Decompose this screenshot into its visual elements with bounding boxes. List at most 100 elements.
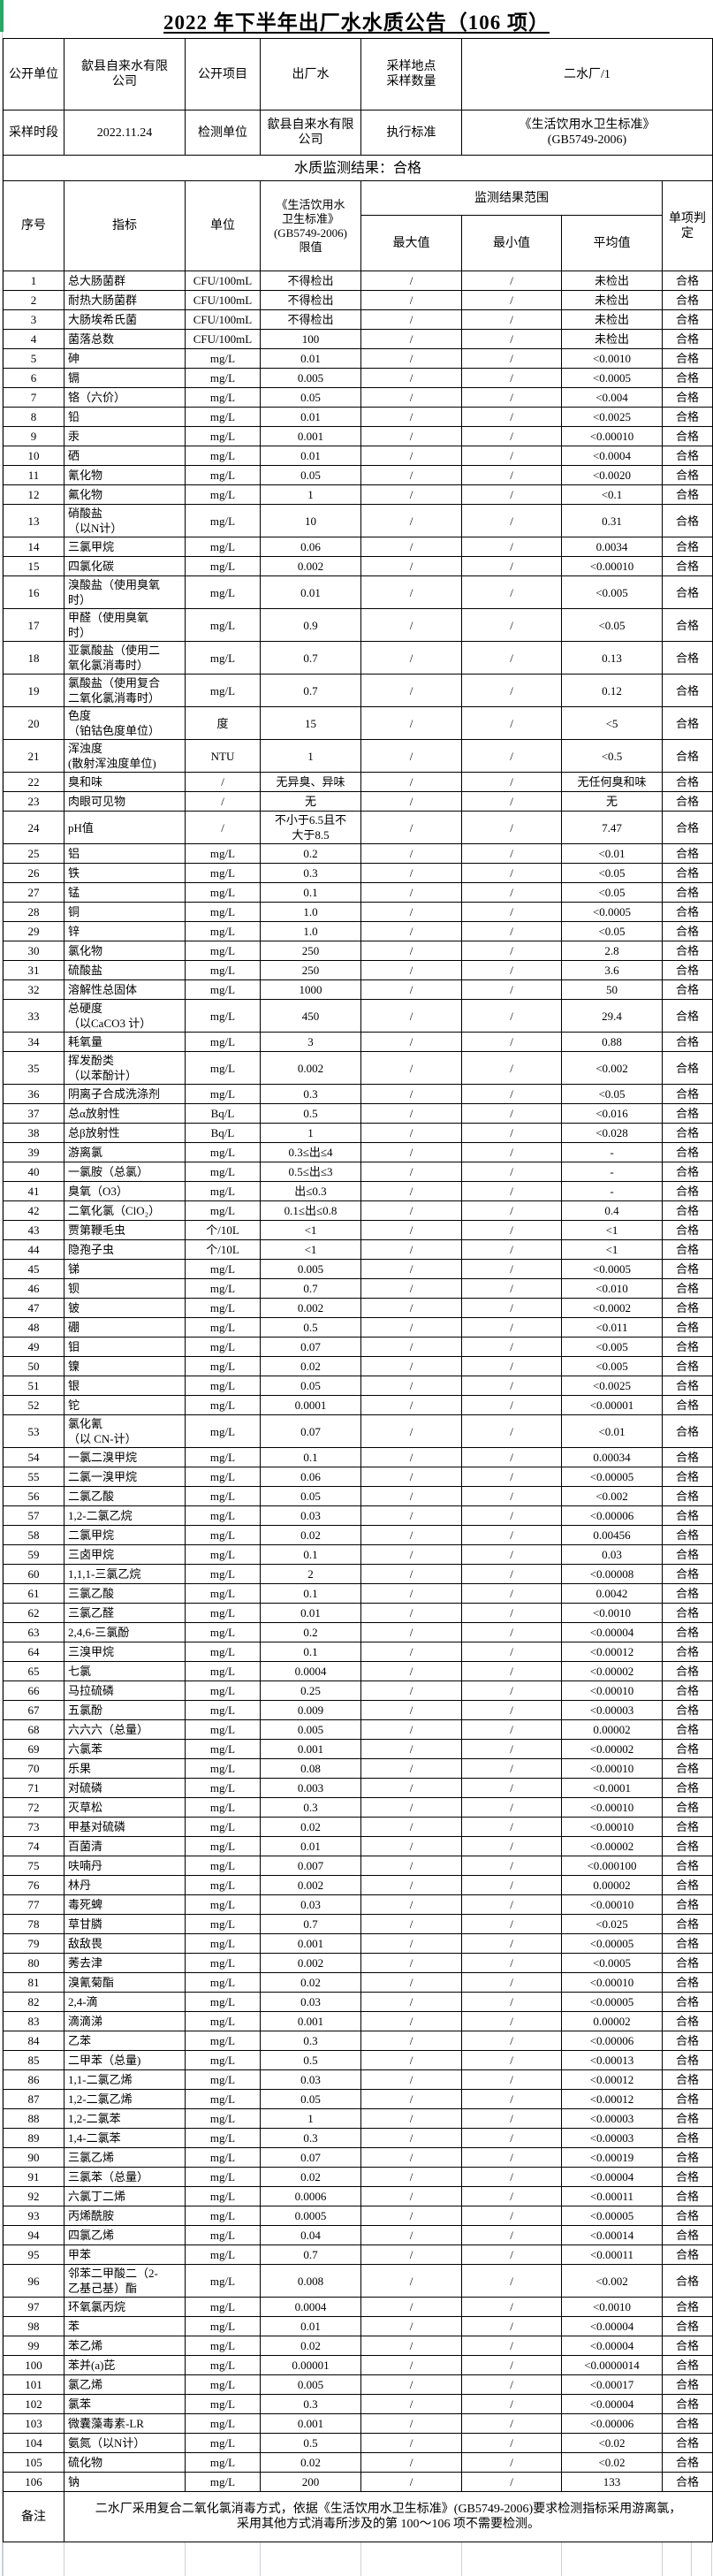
avg-value: <0.00010 [561,1758,663,1779]
row-index: 36 [3,1084,64,1104]
unit-cell: mg/L [185,2108,261,2129]
avg-value: <0.0005 [561,902,663,922]
row-index: 82 [3,1992,64,2012]
row-index: 47 [3,1298,64,1318]
indicator-name: 阴离子合成洗涤剂 [64,1084,186,1104]
unit-cell: mg/L [185,1259,261,1279]
judgement-cell: 合格 [662,2186,713,2206]
indicator-row: 6 镉 mg/L 0.005// <0.0005 合格 [3,368,713,388]
indicator-row: 42 二氧化氯（ClO₂） mg/L 0.1≤出≤0.8//0.4 合格 [3,1200,713,1221]
limit-cell: 0.01 [260,407,361,427]
max-value: / [360,2089,462,2109]
limit-cell: 不得检出 [260,271,361,291]
avg-value: <0.00005 [561,2206,663,2226]
max-value: / [360,1856,462,1876]
judgement-cell: 合格 [662,1414,713,1448]
limit-cell: 0.9 [260,608,361,642]
unit-cell: / [185,811,261,844]
avg-value: 未检出 [561,290,663,310]
limit-cell: 出≤0.3 [260,1181,361,1201]
min-value: / [461,1622,562,1642]
avg-value: <0.05 [561,608,663,642]
limit-cell: 0.002 [260,1953,361,1973]
unit-cell: mg/L [185,2472,261,2492]
unit-cell: CFU/100mL [185,329,261,349]
max-value: / [360,368,462,388]
indicator-name: 锌 [64,921,186,941]
indicator-name: 三氯苯（总量） [64,2167,186,2187]
indicator-row: 82 2,4-滴 mg/L 0.03// <0.00005 合格 [3,1992,713,2012]
judgement-cell: 合格 [662,641,713,674]
min-value: / [461,575,562,609]
judgement-cell: 合格 [662,1622,713,1642]
indicator-rows: 1 总大肠菌群 CFU/100mL 不得检出 / / 未检出 合格 2 耐热大肠菌群 CFU/100… [3,271,713,2492]
table-header-upper: 序号 指标 单位 《生活饮用水 卫生标准》 (GB5749-2006) 限值 监… [3,180,713,271]
indicator-name: 铊 [64,1395,186,1415]
row-index: 38 [3,1123,64,1143]
indicator-row: 56 二氯乙酸 mg/L 0.05// <0.002 合格 [3,1486,713,1506]
avg-value: <0.00006 [561,2413,663,2434]
indicator-name: 1,2-二氯乙烷 [64,1505,186,1526]
avg-value: <0.00010 [561,426,663,446]
max-value: / [360,2472,462,2492]
avg-value: <0.002 [561,1486,663,1506]
judgement-cell: 合格 [662,882,713,903]
max-value: / [360,575,462,609]
min-value: / [461,2050,562,2070]
limit-cell: 0.5≤出≤3 [260,1162,361,1182]
unit-cell: mg/L [185,1317,261,1338]
max-value: / [360,2264,462,2298]
indicator-name: 马拉硫磷 [64,1680,186,1701]
avg-value: 3.6 [561,960,663,980]
min-value: / [461,772,562,792]
limit-cell: 0.01 [260,1603,361,1623]
max-value: / [360,2316,462,2336]
avg-value: 0.13 [561,641,663,674]
judgement-cell: 合格 [662,1032,713,1052]
row-index: 86 [3,2069,64,2090]
row-index: 51 [3,1376,64,1396]
limit-cell: 0.01 [260,575,361,609]
min-value: / [461,882,562,903]
row-index: 52 [3,1395,64,1415]
indicator-name: 乙苯 [64,2031,186,2051]
indicator-name: 铜 [64,902,186,922]
max-value: / [360,446,462,466]
min-value: / [461,1583,562,1604]
min-value: / [461,2031,562,2051]
col-header-max: 最大值 [360,215,462,271]
indicator-row: 55 二氯一溴甲烷 mg/L 0.06// <0.00005 合格 [3,1467,713,1487]
unit-cell: mg/L [185,960,261,980]
row-index: 99 [3,2336,64,2356]
limit-cell: 0.1≤出≤0.8 [260,1200,361,1221]
indicator-row: 58 二氯甲烷 mg/L 0.02//0.00456 合格 [3,1525,713,1545]
row-index: 69 [3,1739,64,1759]
avg-value: <0.0025 [561,1376,663,1396]
unit-cell: Bq/L [185,1123,261,1143]
avg-value: <0.00004 [561,2336,663,2356]
unit-cell: mg/L [185,1797,261,1818]
min-value: / [461,1376,562,1396]
max-value: / [360,2186,462,2206]
avg-value: <0.005 [561,575,663,609]
indicator-name: 二氯乙酸 [64,1486,186,1506]
indicator-name: 邻苯二甲酸二（2- 乙基己基）酯 [64,2264,186,2298]
info-value-standard: 《生活饮用水卫生标准》 (GB5749-2006) [461,110,713,156]
min-value: / [461,2147,562,2168]
min-value: / [461,1414,562,1448]
min-value: / [461,1123,562,1143]
limit-cell: 0.02 [260,1817,361,1837]
unit-cell: mg/L [185,1914,261,1934]
avg-value: <0.00010 [561,1797,663,1818]
judgement-cell: 合格 [662,1356,713,1376]
avg-value: <0.010 [561,1278,663,1299]
max-value: / [360,1123,462,1143]
max-value: / [360,2069,462,2090]
min-value: / [461,1603,562,1623]
limit-cell: 0.001 [260,1739,361,1759]
min-value: / [461,1933,562,1954]
max-value: / [360,2128,462,2148]
unit-cell: / [185,791,261,812]
avg-value: 0.4 [561,1200,663,1221]
min-value: / [461,1200,562,1221]
